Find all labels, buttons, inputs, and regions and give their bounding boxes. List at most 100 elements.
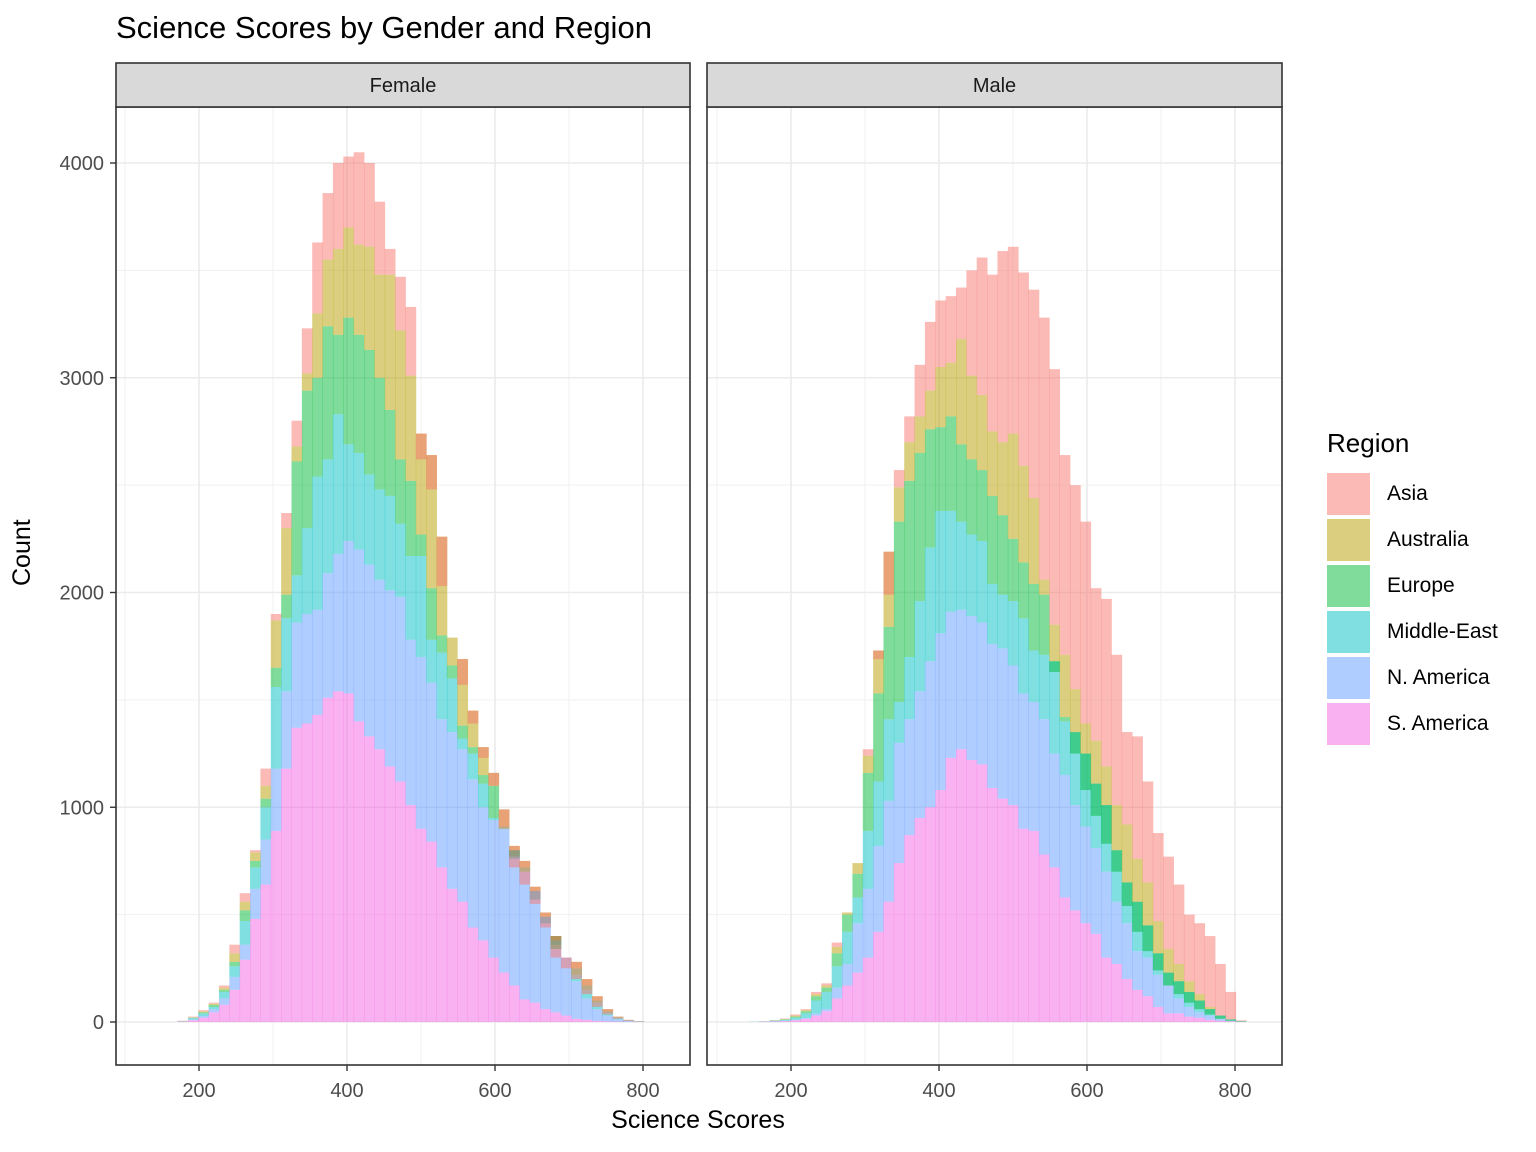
facet-panel-male: Male 200 400 600 800 (706, 62, 1283, 1102)
bar-segment (291, 622, 303, 728)
bar-segment (1132, 736, 1143, 859)
bar-segment (800, 1009, 812, 1011)
legend-label: Australia (1387, 528, 1469, 551)
bar-segment (1183, 991, 1195, 1003)
bar-segment (1183, 981, 1195, 992)
bar-segment (1142, 957, 1154, 997)
bar-segment (312, 609, 323, 715)
bar-segment (260, 785, 272, 799)
bar-segment (229, 976, 241, 990)
bar-segment (842, 985, 853, 1022)
x-tick-label: 800 (1218, 1080, 1251, 1102)
bar-segment (239, 921, 251, 945)
legend-swatch (1327, 519, 1370, 561)
bar-segment (571, 1018, 582, 1022)
bar-segment (1007, 538, 1019, 602)
bar-segment (1121, 824, 1133, 883)
bar-segment (250, 867, 261, 889)
bar-segment (1059, 721, 1071, 776)
bar-segment (301, 328, 313, 374)
bar-segment (821, 1009, 833, 1012)
bar-segment (343, 693, 355, 1022)
bar-segment (384, 248, 396, 275)
bar-segment (198, 1010, 210, 1012)
bar-segment (966, 375, 978, 460)
bar-segment (343, 227, 355, 318)
bar-segment (405, 555, 417, 640)
bar-segment (893, 521, 905, 703)
bar-segment (976, 470, 988, 541)
bar-segment (1194, 923, 1206, 995)
bar-segment (987, 495, 998, 584)
bar-segment (1111, 850, 1123, 872)
bar-segment (862, 749, 874, 756)
bar-segment (270, 613, 282, 621)
bar-segment (353, 721, 365, 1022)
bar-segment (612, 1016, 624, 1019)
bar-segment (883, 800, 895, 902)
bar-segment (945, 416, 957, 511)
legend-swatch (1327, 473, 1370, 515)
facet-strip (706, 62, 1283, 108)
bar-segment (218, 1004, 230, 1022)
bar-segment (873, 650, 884, 694)
bar-segment (374, 749, 386, 1022)
bar-segment (987, 431, 998, 496)
bar-segment (560, 957, 572, 1016)
bar-segment (446, 637, 458, 666)
bar-segment (1080, 923, 1092, 1022)
bar-segment (509, 985, 520, 1022)
bar-segment (395, 330, 406, 460)
legend-swatch (1327, 565, 1370, 607)
bar-segment (1101, 805, 1112, 844)
bar-segment (488, 785, 500, 818)
bar-segment (270, 768, 282, 831)
y-axis-title: Count (8, 519, 36, 586)
bar-segment (1038, 317, 1050, 580)
bar-segment (1049, 867, 1061, 1022)
legend-swatch (1327, 657, 1370, 699)
bar-segment (498, 972, 510, 1022)
bar-segment (457, 659, 469, 726)
bar-segment (405, 306, 417, 376)
bar-segment (467, 779, 479, 928)
bar-segment (1204, 1019, 1216, 1022)
bar-segment (1152, 833, 1164, 922)
bar-segment (1215, 1015, 1226, 1019)
bar-segment (1204, 1015, 1216, 1020)
bar-segment (281, 528, 292, 595)
bar-segment (1225, 991, 1237, 1020)
bar-segment (426, 455, 437, 589)
bar-segment (852, 897, 864, 924)
bar-segment (1059, 654, 1071, 718)
bar-segment (1069, 732, 1081, 754)
bar-segment (883, 719, 895, 801)
bar-segment (1018, 618, 1029, 694)
bar-segment (852, 923, 864, 973)
bar-segment (1028, 702, 1040, 831)
bar-segment (457, 659, 469, 685)
bar-segment (831, 966, 843, 988)
bar-segment (488, 772, 500, 786)
bar-segment (415, 656, 427, 829)
bar-segment (893, 702, 905, 743)
bar-segment (997, 648, 1009, 799)
bar-segment (291, 727, 303, 1022)
bar-segment (281, 768, 292, 1022)
bar-segment (208, 1004, 220, 1007)
bar-segment (1194, 1012, 1206, 1018)
bar-segment (332, 334, 344, 415)
bar-segment (426, 455, 437, 490)
bar-segment (519, 871, 531, 1000)
bar-segment (1018, 562, 1029, 619)
bar-segment (924, 390, 936, 430)
bar-segment (529, 1002, 541, 1022)
legend-item-europe: Europe (1327, 564, 1455, 608)
bar-segment (821, 985, 833, 988)
bar-segment (1132, 951, 1143, 990)
bar-segment (436, 635, 448, 653)
legend-item-australia: Australia (1327, 518, 1469, 562)
bar-segment (1121, 882, 1133, 907)
bar-segment (218, 985, 230, 988)
bar-segment (229, 989, 241, 1022)
